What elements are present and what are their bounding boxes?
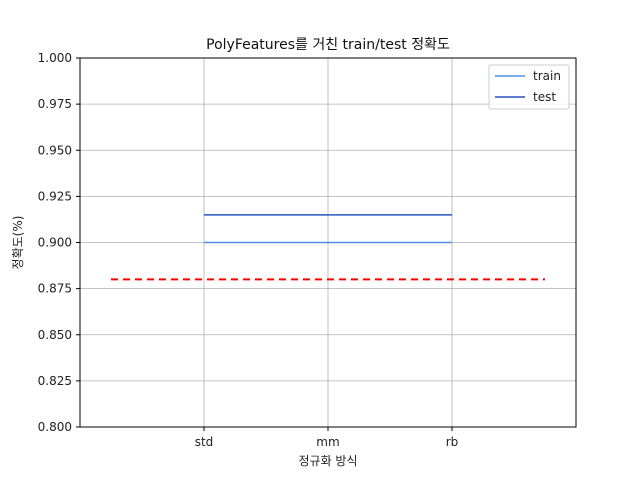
x-axis-label: 정규화 방식 [298, 454, 357, 468]
series-lines [111, 214, 545, 281]
x-tick-label: std [195, 435, 214, 449]
x-tick-label: mm [316, 435, 339, 449]
chart-title: PolyFeatures를 거친 train/test 정확도 [206, 37, 450, 53]
y-tick-label: 1.000 [38, 51, 72, 65]
x-tick-label: rb [446, 435, 459, 449]
y-tick-label: 0.875 [38, 282, 72, 296]
y-tick-label: 0.925 [38, 189, 72, 203]
y-tick-label: 0.800 [38, 420, 72, 434]
legend-label-test: test [533, 90, 556, 104]
y-tick-label: 0.850 [38, 328, 72, 342]
y-tick-label: 0.950 [38, 143, 72, 157]
x-axis: std mm rb [195, 427, 459, 449]
y-axis-label: 정확도(%) [11, 216, 25, 270]
legend-label-train: train [533, 69, 561, 83]
y-tick-label: 0.825 [38, 374, 72, 388]
y-axis: 0.800 0.825 0.850 0.875 0.900 0.925 0.950 0.975… [38, 51, 80, 434]
y-tick-label: 0.900 [38, 236, 72, 250]
y-tick-label: 0.975 [38, 97, 72, 111]
legend: train test [488, 64, 570, 110]
